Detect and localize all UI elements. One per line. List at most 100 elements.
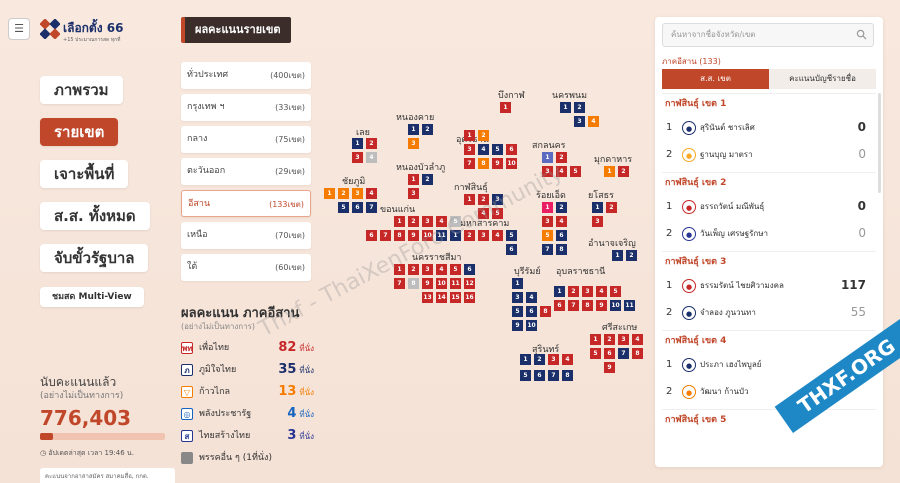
district-cell[interactable]: 7 xyxy=(366,202,377,213)
district-cell[interactable]: 16 xyxy=(464,292,475,303)
district-cell[interactable]: 3 xyxy=(548,354,559,365)
district-cell[interactable]: 6 xyxy=(506,244,517,255)
district-card[interactable]: กาฬสินธุ์ เขต 2 1 ● อรรถวัตน์ มณีพันธุ์ … xyxy=(662,172,876,247)
district-cell[interactable]: 8 xyxy=(408,278,419,289)
district-cell[interactable]: 1 xyxy=(592,202,603,213)
district-cell[interactable]: 5 xyxy=(450,216,461,227)
district-cell[interactable]: 8 xyxy=(556,244,567,255)
district-cell[interactable]: 4 xyxy=(562,354,573,365)
district-card[interactable]: กาฬสินธุ์ เขต 5 xyxy=(662,409,876,430)
district-cell[interactable]: 4 xyxy=(492,230,503,241)
district-card[interactable]: กาฬสินธุ์ เขต 4 1 ● ประภา เฮงไพบูลย์ 33 … xyxy=(662,330,876,405)
district-cell[interactable]: 3 xyxy=(352,152,363,163)
region-item[interactable]: เหนือ (70เขต) xyxy=(181,222,311,249)
district-cell[interactable]: 13 xyxy=(422,292,433,303)
district-cell[interactable]: 4 xyxy=(436,216,447,227)
region-item[interactable]: กรุงเทพ ฯ (33เขต) xyxy=(181,94,311,121)
district-cell[interactable]: 2 xyxy=(568,286,579,297)
district-cell[interactable]: 1 xyxy=(450,230,461,241)
district-cell[interactable]: 3 xyxy=(592,216,603,227)
district-cell[interactable]: 3 xyxy=(478,230,489,241)
district-cell[interactable]: 1 xyxy=(394,216,405,227)
district-cell[interactable]: 9 xyxy=(604,362,615,373)
district-card[interactable]: กาฬสินธุ์ เขต 3 1 ● ธรรมรัตน์ ไชยศิวามงค… xyxy=(662,251,876,326)
district-cell[interactable]: 4 xyxy=(632,334,643,345)
district-cell[interactable]: 3 xyxy=(422,264,433,275)
district-card[interactable]: กาฬสินธุ์ เขต 1 1 ● สุรินันต์ ชารเลิศ 0 … xyxy=(662,93,876,168)
district-cell[interactable]: 2 xyxy=(338,188,349,199)
nav-area[interactable]: เจาะพื้นที่ xyxy=(40,160,129,188)
district-cell[interactable]: 5 xyxy=(492,144,503,155)
district-cell[interactable]: 1 xyxy=(520,354,531,365)
district-cell[interactable]: 6 xyxy=(604,348,615,359)
district-cell[interactable]: 4 xyxy=(556,216,567,227)
district-cell[interactable]: 2 xyxy=(464,230,475,241)
district-cell[interactable]: 4 xyxy=(588,116,599,127)
district-cell[interactable]: 5 xyxy=(492,208,503,219)
district-cell[interactable]: 1 xyxy=(408,124,419,135)
district-cell[interactable]: 4 xyxy=(366,188,377,199)
district-cell[interactable]: 7 xyxy=(464,158,475,169)
logo[interactable]: เลือกตั้ง 66 +15 ประมาณการสด ทุกที่ xyxy=(40,15,130,45)
district-cell[interactable]: 5 xyxy=(450,264,461,275)
search-icon[interactable] xyxy=(856,29,867,40)
candidate-row[interactable]: 1 ● ธรรมรัตน์ ไชยศิวามงคล 117 xyxy=(662,272,876,299)
district-cell[interactable]: 7 xyxy=(380,230,391,241)
nav-multi-view[interactable]: ชมสด Multi-View xyxy=(40,287,144,307)
district-cell[interactable]: 5 xyxy=(338,202,349,213)
district-cell[interactable]: 3 xyxy=(464,144,475,155)
district-cell[interactable]: 12 xyxy=(464,278,475,289)
district-cell[interactable]: 1 xyxy=(512,278,523,289)
district-cell[interactable]: 3 xyxy=(422,216,433,227)
nav-all-mps[interactable]: ส.ส. ทั้งหมด xyxy=(40,202,150,230)
district-cell[interactable]: 1 xyxy=(604,166,615,177)
district-cell[interactable]: 4 xyxy=(526,292,537,303)
district-cell[interactable]: 4 xyxy=(556,166,567,177)
district-cell[interactable]: 2 xyxy=(556,202,567,213)
nav-by-district[interactable]: รายเขต xyxy=(40,118,119,146)
district-cell[interactable]: 8 xyxy=(582,300,593,311)
district-cell[interactable]: 2 xyxy=(366,138,377,149)
district-cell[interactable]: 1 xyxy=(590,334,601,345)
district-cell[interactable]: 6 xyxy=(464,264,475,275)
candidate-row[interactable]: 2 ● จำลอง ภูนวนทา 55 xyxy=(662,299,876,326)
district-cell[interactable]: 7 xyxy=(548,370,559,381)
menu-button[interactable]: ☰ xyxy=(8,18,30,40)
district-cell[interactable]: 2 xyxy=(422,174,433,185)
district-cell[interactable]: 1 xyxy=(500,102,511,113)
district-cell[interactable]: 7 xyxy=(542,244,553,255)
district-cell[interactable]: 8 xyxy=(478,158,489,169)
district-cell[interactable]: 6 xyxy=(526,306,537,317)
district-cell[interactable]: 5 xyxy=(542,230,553,241)
district-cell[interactable]: 1 xyxy=(408,174,419,185)
district-cell[interactable]: 10 xyxy=(422,230,433,241)
region-item[interactable]: ตะวันออก (29เขต) xyxy=(181,158,311,185)
district-cell[interactable]: 7 xyxy=(568,300,579,311)
district-cell[interactable]: 2 xyxy=(408,216,419,227)
district-cell[interactable]: 5 xyxy=(512,306,523,317)
district-cell[interactable]: 2 xyxy=(408,264,419,275)
district-cell[interactable]: 6 xyxy=(506,144,517,155)
district-cell[interactable]: 4 xyxy=(596,286,607,297)
scrollbar[interactable] xyxy=(878,93,881,193)
district-cell[interactable]: 2 xyxy=(556,152,567,163)
district-cell[interactable]: 10 xyxy=(610,300,621,311)
district-cell[interactable]: 5 xyxy=(610,286,621,297)
district-cell[interactable]: 9 xyxy=(596,300,607,311)
district-cell[interactable]: 2 xyxy=(574,102,585,113)
district-cell[interactable]: 10 xyxy=(526,320,537,331)
district-cell[interactable]: 5 xyxy=(520,370,531,381)
district-cell[interactable]: 8 xyxy=(394,230,405,241)
candidate-row[interactable]: 2 ● ฐานบุญ มาตรา 0 xyxy=(662,141,876,168)
district-cell[interactable]: 11 xyxy=(436,230,447,241)
district-cell[interactable]: 2 xyxy=(618,166,629,177)
district-cell[interactable]: 2 xyxy=(626,250,637,261)
region-item[interactable]: อีสาน (133เขต) xyxy=(181,190,311,217)
nav-overview[interactable]: ภาพรวม xyxy=(40,76,123,104)
district-cell[interactable]: 4 xyxy=(478,144,489,155)
district-cell[interactable]: 3 xyxy=(512,292,523,303)
district-cell[interactable]: 6 xyxy=(556,230,567,241)
district-cell[interactable]: 5 xyxy=(590,348,601,359)
district-cell[interactable]: 11 xyxy=(450,278,461,289)
district-cell[interactable]: 3 xyxy=(492,194,503,205)
